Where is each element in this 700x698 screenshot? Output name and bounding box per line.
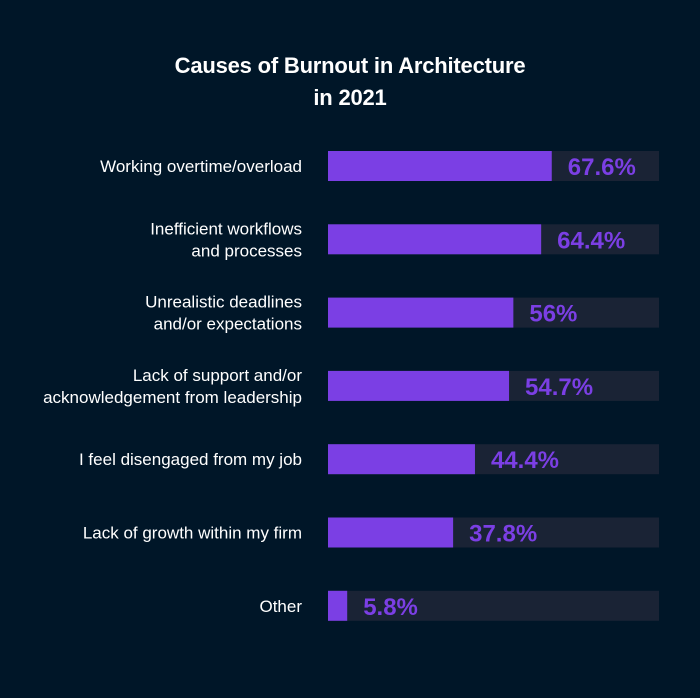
bar bbox=[328, 151, 552, 181]
bar bbox=[328, 517, 454, 548]
category-label: Inefficient workflows bbox=[150, 219, 302, 238]
chart-title: Causes of Burnout in Architecture in 202… bbox=[0, 50, 700, 114]
data-label: 37.8% bbox=[469, 521, 537, 548]
category-label: acknowledgement from leadership bbox=[43, 388, 302, 407]
data-label: 54.7% bbox=[525, 374, 593, 401]
data-label: 5.8% bbox=[363, 594, 418, 621]
category-label: and/or expectations bbox=[154, 315, 302, 334]
data-label: 56% bbox=[529, 301, 577, 328]
data-label: 64.4% bbox=[557, 227, 625, 254]
bar bbox=[328, 224, 542, 255]
category-label: Lack of support and/or bbox=[133, 366, 303, 385]
data-label: 44.4% bbox=[491, 447, 559, 474]
bar bbox=[328, 297, 514, 328]
category-label: Unrealistic deadlines bbox=[145, 293, 302, 312]
data-label: 67.6% bbox=[568, 154, 636, 181]
bar-track bbox=[328, 590, 659, 621]
category-label: Working overtime/overload bbox=[100, 157, 302, 176]
bar bbox=[328, 590, 348, 621]
category-label: Lack of growth within my firm bbox=[83, 524, 302, 543]
category-label: and processes bbox=[191, 241, 302, 260]
bar bbox=[328, 444, 475, 475]
chart-title-line-2: in 2021 bbox=[313, 85, 387, 110]
bar bbox=[328, 370, 510, 401]
chart-title-line-1: Causes of Burnout in Architecture bbox=[174, 53, 526, 78]
category-label: I feel disengaged from my job bbox=[79, 450, 302, 469]
category-label: Other bbox=[259, 597, 302, 616]
